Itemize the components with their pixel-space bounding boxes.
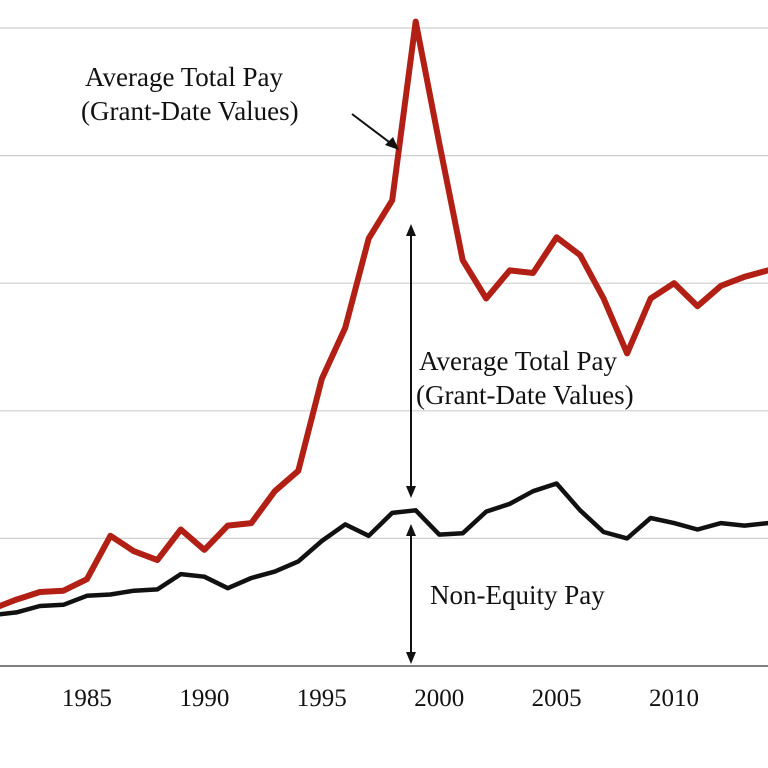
mid-annotation-line1: Average Total Pay bbox=[419, 346, 618, 376]
bottom-annotation: Non-Equity Pay bbox=[430, 580, 605, 610]
x-tick-label-1990: 1990 bbox=[179, 685, 229, 712]
double-arrow-lower-icon bbox=[406, 524, 416, 664]
gridlines bbox=[0, 27, 768, 540]
diagonal-arrow-icon bbox=[351, 113, 399, 150]
x-tick-label-2010: 2010 bbox=[649, 685, 699, 712]
x-tick-label-2000: 2000 bbox=[414, 685, 464, 712]
x-tick-labels: 1985 1990 1995 2000 2005 2010 bbox=[62, 685, 699, 712]
series-line-total-pay bbox=[0, 18, 768, 610]
x-tick-label-1985: 1985 bbox=[62, 685, 112, 712]
mid-annotation-line2: (Grant-Date Values) bbox=[416, 380, 634, 410]
top-annotation-line2: (Grant-Date Values) bbox=[81, 96, 299, 126]
top-annotation-line1: Average Total Pay bbox=[85, 62, 284, 92]
x-tick-label-1995: 1995 bbox=[297, 685, 347, 712]
series-line-non-equity-pay bbox=[0, 481, 768, 617]
series-group bbox=[0, 18, 768, 617]
double-arrow-upper-icon bbox=[406, 224, 416, 498]
x-tick-label-2005: 2005 bbox=[532, 685, 582, 712]
